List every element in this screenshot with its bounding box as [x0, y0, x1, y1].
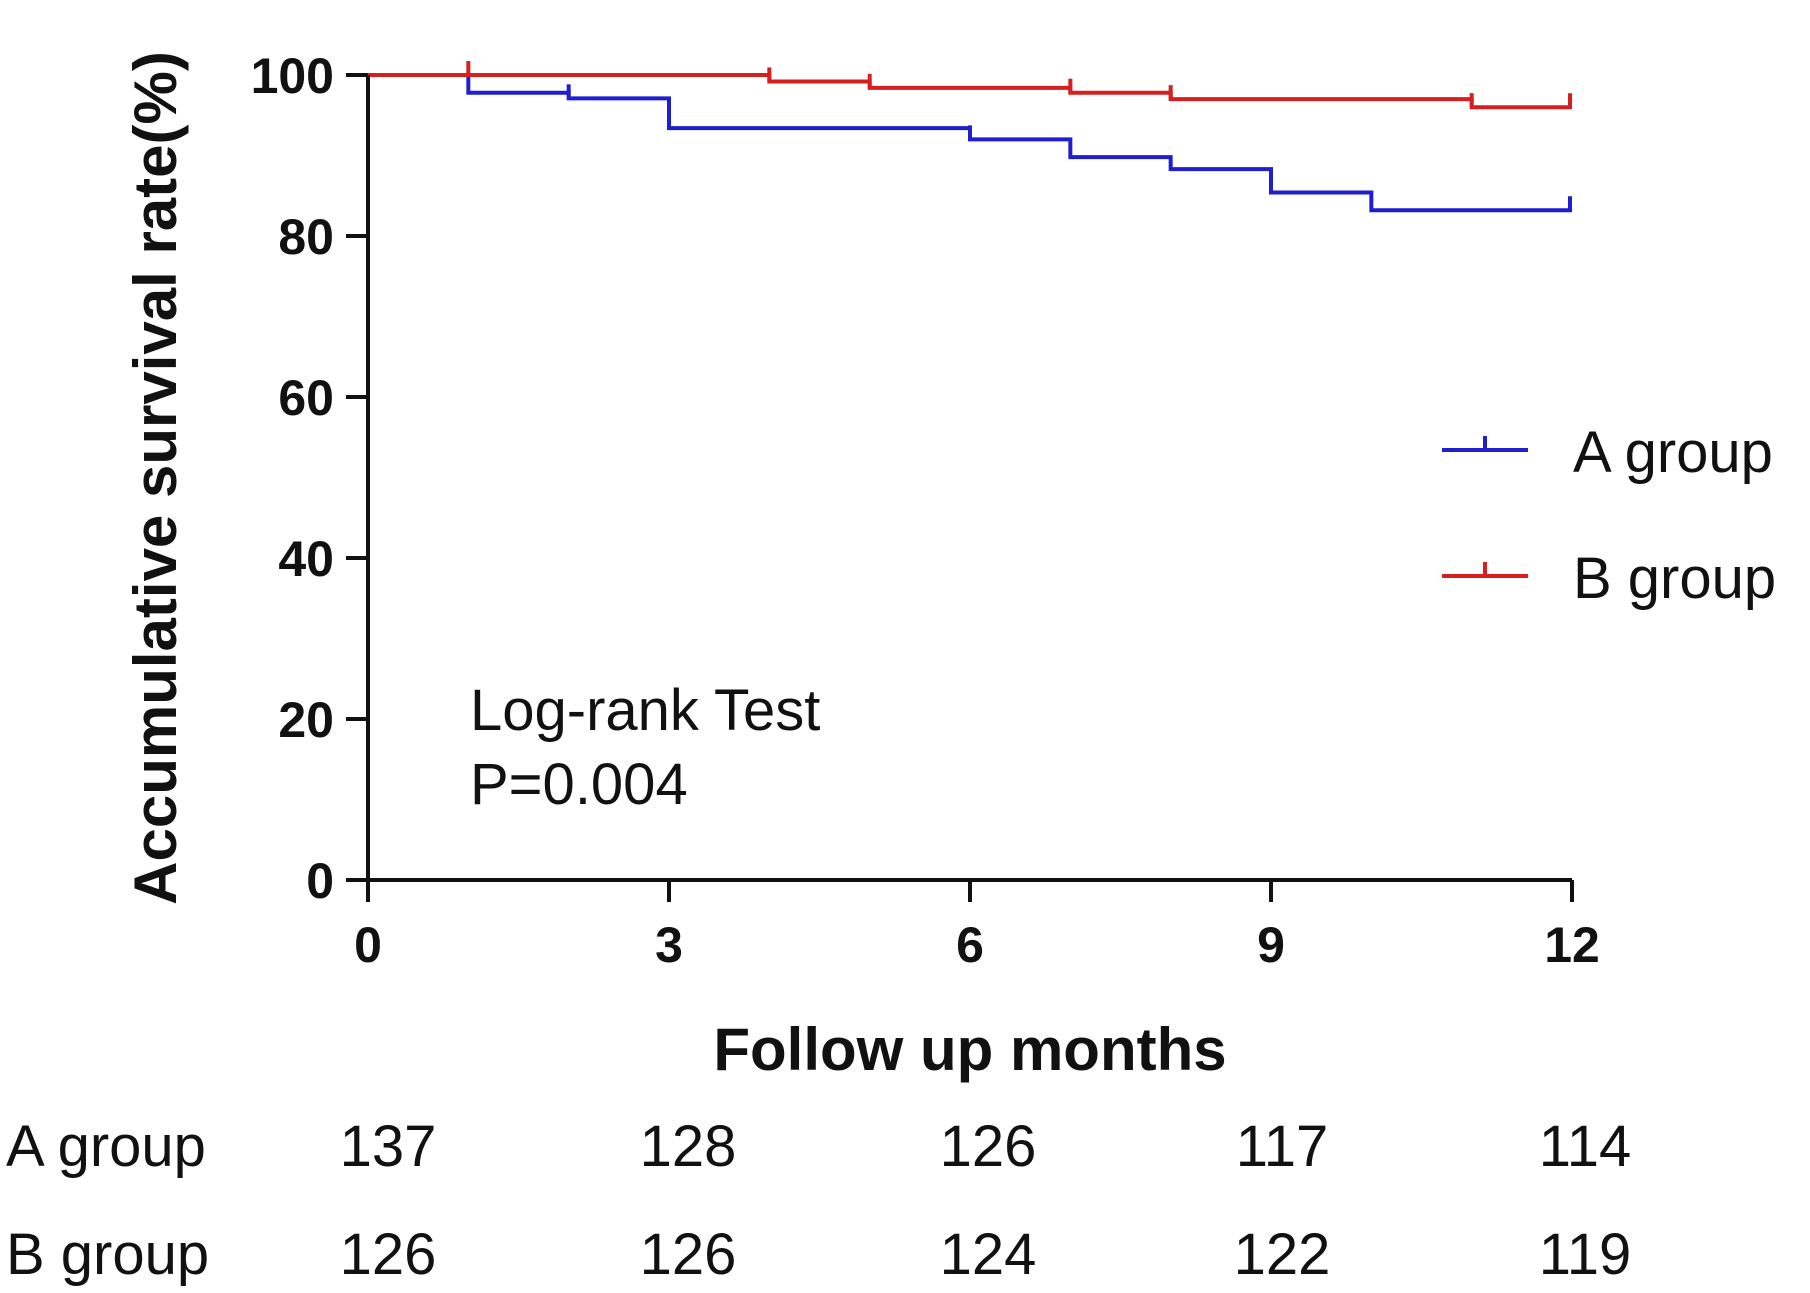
y-tick-label-40: 40 [278, 531, 334, 587]
x-tick-label-12: 12 [1544, 917, 1600, 973]
risk-value-b-0: 126 [340, 1222, 437, 1287]
x-tick-label-9: 9 [1257, 917, 1285, 973]
legend-label-b: B group [1573, 546, 1776, 611]
y-tick-label-0: 0 [306, 853, 334, 909]
y-tick-label-100: 100 [251, 48, 334, 104]
x-tick-label-3: 3 [655, 917, 683, 973]
risk-value-a-4: 114 [1539, 1114, 1631, 1179]
legend-label-a: A group [1573, 420, 1773, 485]
x-tick-label-0: 0 [354, 917, 382, 973]
log-rank-label: Log-rank Test [470, 678, 820, 743]
risk-value-a-3: 117 [1236, 1114, 1328, 1179]
legend-item-b: B group [1442, 546, 1776, 611]
risk-row-label-b: B group [6, 1222, 209, 1287]
ticks-layer: 0 3 6 9 12 0 20 40 60 80 100 [251, 48, 1600, 973]
risk-value-b-3: 122 [1234, 1222, 1331, 1287]
p-value-label: P=0.004 [470, 752, 688, 817]
risk-value-b-1: 126 [640, 1222, 737, 1287]
risk-values: 137 128 126 117 114 126 126 124 122 119 [340, 1114, 1632, 1287]
y-tick-label-80: 80 [278, 209, 334, 265]
y-tick-label-20: 20 [278, 692, 334, 748]
risk-table: A group B group 137 128 126 117 114 126 126 124… [6, 1114, 1631, 1287]
x-axis-title: Follow up months [713, 1016, 1226, 1083]
risk-row-label-a: A group [6, 1114, 206, 1179]
x-tick-label-6: 6 [956, 917, 984, 973]
series-layer [368, 61, 1572, 213]
y-tick-label-60: 60 [278, 370, 334, 426]
risk-value-a-1: 128 [640, 1114, 737, 1179]
risk-value-b-4: 119 [1539, 1222, 1631, 1287]
y-axis-title: Accumulative survival rate(%) [122, 51, 189, 905]
risk-value-a-2: 126 [940, 1114, 1037, 1179]
legend: A group B group [1442, 420, 1776, 611]
legend-item-a: A group [1442, 420, 1773, 485]
risk-value-a-0: 137 [340, 1114, 437, 1179]
risk-value-b-2: 124 [940, 1222, 1037, 1287]
series-line-a [368, 73, 1572, 213]
